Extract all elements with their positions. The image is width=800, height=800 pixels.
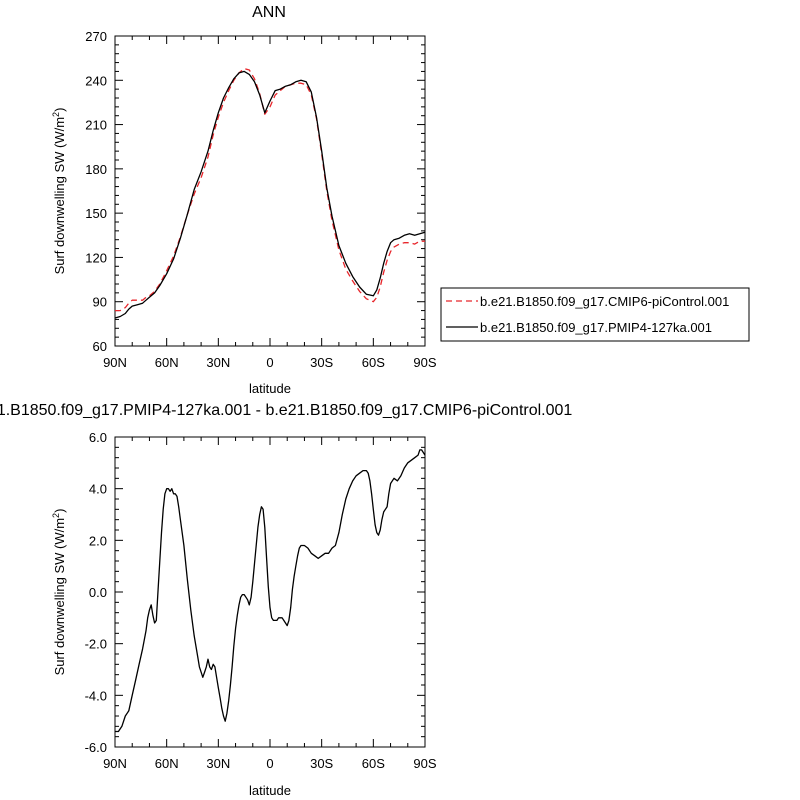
top-ytick-label: 150 [85,206,107,221]
bottom-series-line-0 [115,449,426,733]
top-xtick-label: 90S [413,355,436,370]
top-ytick-label: 60 [93,339,107,354]
top-series-line-1 [114,70,426,319]
top-xtick-label: 60N [155,355,179,370]
bottom-xtick-label: 0 [266,756,273,771]
top-xtick-label: 90N [103,355,127,370]
bottom-ytick-label: -2.0 [85,637,107,652]
top-xtick-label: 0 [266,355,273,370]
bottom-plot-title: b.e21.B1850.f09_g17.PMIP4-127ka.001 - b.… [0,402,572,419]
top-ytick-label: 270 [85,29,107,44]
top-xtick-label: 30N [206,355,230,370]
bottom-ytick-label: 2.0 [89,533,107,548]
bottom-xtick-label: 60N [155,756,179,771]
top-xtick-label: 60S [362,355,385,370]
bottom-xtick-label: 90N [103,756,127,771]
legend-label-127ka: b.e21.B1850.f09_g17.PMIP4-127ka.001 [480,320,712,335]
top-ytick-label: 120 [85,250,107,265]
top-ytick-label: 90 [93,295,107,310]
bottom-ytick-label: -6.0 [85,740,107,755]
top-plot-ylabel: Surf downwelling SW (W/m2) [51,108,67,275]
top-plot-title: ANN [252,4,286,21]
bottom-plot: b.e21.B1850.f09_g17.PMIP4-127ka.001 - b.… [0,402,572,798]
top-plot-frame [114,35,426,347]
bottom-ytick-label: 0.0 [89,585,107,600]
top-plot-legend: b.e21.B1850.f09_g17.CMIP6-piControl.001 … [440,287,750,342]
legend-label-picontrol: b.e21.B1850.f09_g17.CMIP6-piControl.001 [480,294,729,309]
bottom-plot-frame [114,436,426,748]
top-plot: ANN 90N 60N 30N 0 30S 60S 90S 60 90 120 150 180 210 2… [51,4,750,396]
bottom-xtick-label: 30N [206,756,230,771]
bottom-plot-ylabel: Surf downwelling SW (W/m2) [51,509,67,676]
bottom-xtick-label: 90S [413,756,436,771]
top-series-line-0 [115,67,425,312]
top-ytick-label: 180 [85,162,107,177]
bottom-ytick-label: -4.0 [85,688,107,703]
legend-box [440,287,750,342]
top-xtick-label: 30S [310,355,333,370]
top-ytick-label: 210 [85,118,107,133]
bottom-ytick-label: 6.0 [89,430,107,445]
bottom-xtick-label: 30S [310,756,333,771]
bottom-plot-xlabel: latitude [249,783,291,798]
top-ytick-label: 240 [85,73,107,88]
top-plot-xlabel: latitude [249,381,291,396]
bottom-xtick-label: 60S [362,756,385,771]
bottom-ytick-label: 4.0 [89,482,107,497]
